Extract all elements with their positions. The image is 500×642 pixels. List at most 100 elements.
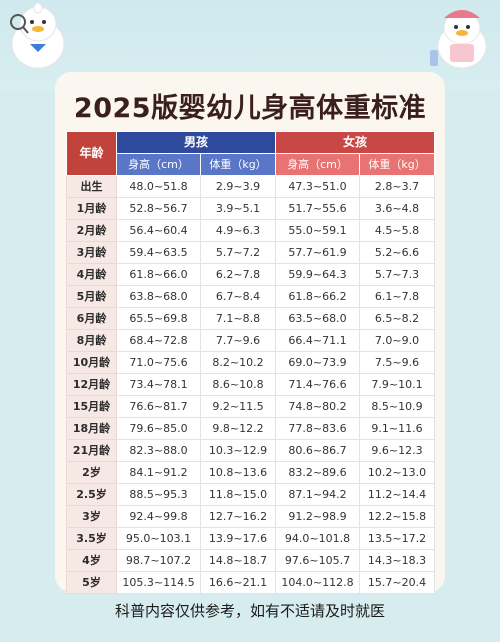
header-boy-weight: 体重（kg） — [199, 153, 277, 176]
page-title: 2025版婴幼儿身高体重标准 — [73, 93, 427, 124]
table-row: 3.5岁 95.0~103.1 13.9~17.6 94.0~101.8 13.5~17… — [66, 527, 436, 550]
boy-height-range: 92.4~99.8 — [116, 505, 201, 528]
boy-weight-range: 2.9~3.9 — [199, 175, 277, 198]
girl-height-range: 71.4~76.6 — [275, 373, 361, 396]
girl-weight-range: 9.1~11.6 — [359, 417, 436, 440]
header-boy: 男孩 — [115, 131, 277, 154]
girl-weight-range: 4.5~5.8 — [359, 219, 436, 242]
girl-height-range: 94.0~101.8 — [275, 527, 361, 550]
boy-weight-range: 12.7~16.2 — [199, 505, 277, 528]
boy-height-range: 56.4~60.4 — [116, 219, 201, 242]
boy-weight-range: 7.1~8.8 — [199, 307, 277, 330]
row-age: 5岁 — [66, 571, 117, 594]
boy-weight-range: 4.9~6.3 — [199, 219, 277, 242]
boy-weight-range: 14.8~18.7 — [199, 549, 277, 572]
boy-height-range: 65.5~69.8 — [116, 307, 201, 330]
table-row: 18月龄 79.6~85.0 9.8~12.2 77.8~83.6 9.1~11.6 — [66, 417, 436, 440]
table-row: 2岁 84.1~91.2 10.8~13.6 83.2~89.6 10.2~13.0 — [66, 461, 436, 484]
boy-weight-range: 13.9~17.6 — [199, 527, 277, 550]
boy-weight-range: 9.8~12.2 — [199, 417, 277, 440]
girl-height-range: 77.8~83.6 — [275, 417, 361, 440]
disclaimer-footer: 科普内容仅供参考，如有不适请及时就医 — [114, 602, 385, 620]
boy-weight-range: 7.7~9.6 — [199, 329, 277, 352]
boy-weight-range: 3.9~5.1 — [199, 197, 277, 220]
row-age: 5月龄 — [66, 285, 117, 308]
duck-mascot-with-magnifier-icon — [10, 2, 65, 69]
girl-height-range: 97.6~105.7 — [275, 549, 361, 572]
girl-weight-range: 11.2~14.4 — [359, 483, 436, 506]
boy-height-range: 71.0~75.6 — [116, 351, 201, 374]
header-age: 年龄 — [66, 131, 117, 176]
table-row: 4月龄 61.8~66.0 6.2~7.8 59.9~64.3 5.7~7.3 — [66, 263, 436, 286]
boy-weight-range: 6.7~8.4 — [199, 285, 277, 308]
girl-weight-range: 3.6~4.8 — [359, 197, 436, 220]
girl-weight-range: 8.5~10.9 — [359, 395, 436, 418]
boy-weight-range: 10.3~12.9 — [199, 439, 277, 462]
table-row: 2月龄 56.4~60.4 4.9~6.3 55.0~59.1 4.5~5.8 — [66, 219, 436, 242]
boy-weight-range: 9.2~11.5 — [199, 395, 277, 418]
girl-weight-range: 5.2~6.6 — [359, 241, 436, 264]
boy-weight-range: 11.8~15.0 — [199, 483, 277, 506]
girl-height-range: 55.0~59.1 — [275, 219, 361, 242]
row-age: 1月龄 — [66, 197, 117, 220]
boy-height-range: 59.4~63.5 — [116, 241, 201, 264]
boy-height-range: 73.4~78.1 — [116, 373, 201, 396]
table-row: 2.5岁 88.5~95.3 11.8~15.0 87.1~94.2 11.2~14.4 — [66, 483, 436, 506]
row-age: 3岁 — [66, 505, 117, 528]
boy-height-range: 95.0~103.1 — [116, 527, 201, 550]
girl-weight-range: 2.8~3.7 — [359, 175, 436, 198]
boy-weight-range: 10.8~13.6 — [199, 461, 277, 484]
growth-standard-table: 年龄 男孩 女孩 身高（cm） 体重（kg） 身高（cm） 体重（kg） 出生 4… — [66, 131, 436, 594]
row-age: 2月龄 — [66, 219, 117, 242]
boy-weight-range: 6.2~7.8 — [199, 263, 277, 286]
girl-height-range: 87.1~94.2 — [275, 483, 361, 506]
header-girl: 女孩 — [275, 131, 436, 154]
row-age: 6月龄 — [66, 307, 117, 330]
boy-height-range: 79.6~85.0 — [116, 417, 201, 440]
girl-height-range: 69.0~73.9 — [275, 351, 361, 374]
row-age: 10月龄 — [66, 351, 117, 374]
table-row: 15月龄 76.6~81.7 9.2~11.5 74.8~80.2 8.5~10.9 — [66, 395, 436, 418]
header-girl-weight: 体重（kg） — [359, 153, 436, 176]
table-row: 10月龄 71.0~75.6 8.2~10.2 69.0~73.9 7.5~9.6 — [66, 351, 436, 374]
boy-height-range: 63.8~68.0 — [116, 285, 201, 308]
header-boy-height: 身高（cm） — [116, 153, 201, 176]
girl-weight-range: 7.5~9.6 — [359, 351, 436, 374]
girl-height-range: 59.9~64.3 — [275, 263, 361, 286]
girl-height-range: 63.5~68.0 — [275, 307, 361, 330]
row-age: 2岁 — [66, 461, 117, 484]
row-age: 3月龄 — [66, 241, 117, 264]
row-age: 18月龄 — [66, 417, 117, 440]
row-age: 12月龄 — [66, 373, 117, 396]
boy-height-range: 48.0~51.8 — [116, 175, 201, 198]
girl-height-range: 66.4~71.1 — [275, 329, 361, 352]
girl-height-range: 57.7~61.9 — [275, 241, 361, 264]
girl-weight-range: 5.7~7.3 — [359, 263, 436, 286]
duck-mascot-with-cap-icon — [430, 10, 487, 69]
row-age: 8月龄 — [66, 329, 117, 352]
boy-height-range: 82.3~88.0 — [116, 439, 201, 462]
boy-weight-range: 8.6~10.8 — [199, 373, 277, 396]
row-age: 出生 — [66, 175, 117, 198]
girl-height-range: 83.2~89.6 — [275, 461, 361, 484]
table-row: 5月龄 63.8~68.0 6.7~8.4 61.8~66.2 6.1~7.8 — [66, 285, 436, 308]
boy-weight-range: 5.7~7.2 — [199, 241, 277, 264]
row-age: 4岁 — [66, 549, 117, 572]
boy-height-range: 88.5~95.3 — [116, 483, 201, 506]
girl-height-range: 74.8~80.2 — [275, 395, 361, 418]
boy-height-range: 68.4~72.8 — [116, 329, 201, 352]
girl-height-range: 91.2~98.9 — [275, 505, 361, 528]
table-row: 8月龄 68.4~72.8 7.7~9.6 66.4~71.1 7.0~9.0 — [66, 329, 436, 352]
boy-weight-range: 8.2~10.2 — [199, 351, 277, 374]
row-age: 4月龄 — [66, 263, 117, 286]
boy-height-range: 52.8~56.7 — [116, 197, 201, 220]
boy-height-range: 105.3~114.5 — [116, 571, 201, 594]
row-age: 2.5岁 — [66, 483, 117, 506]
girl-weight-range: 7.9~10.1 — [359, 373, 436, 396]
table-row: 5岁 105.3~114.5 16.6~21.1 104.0~112.8 15.7~20… — [66, 571, 436, 594]
girl-weight-range: 10.2~13.0 — [359, 461, 436, 484]
girl-height-range: 51.7~55.6 — [275, 197, 361, 220]
girl-weight-range: 12.2~15.8 — [359, 505, 436, 528]
girl-weight-range: 7.0~9.0 — [359, 329, 436, 352]
girl-height-range: 61.8~66.2 — [275, 285, 361, 308]
